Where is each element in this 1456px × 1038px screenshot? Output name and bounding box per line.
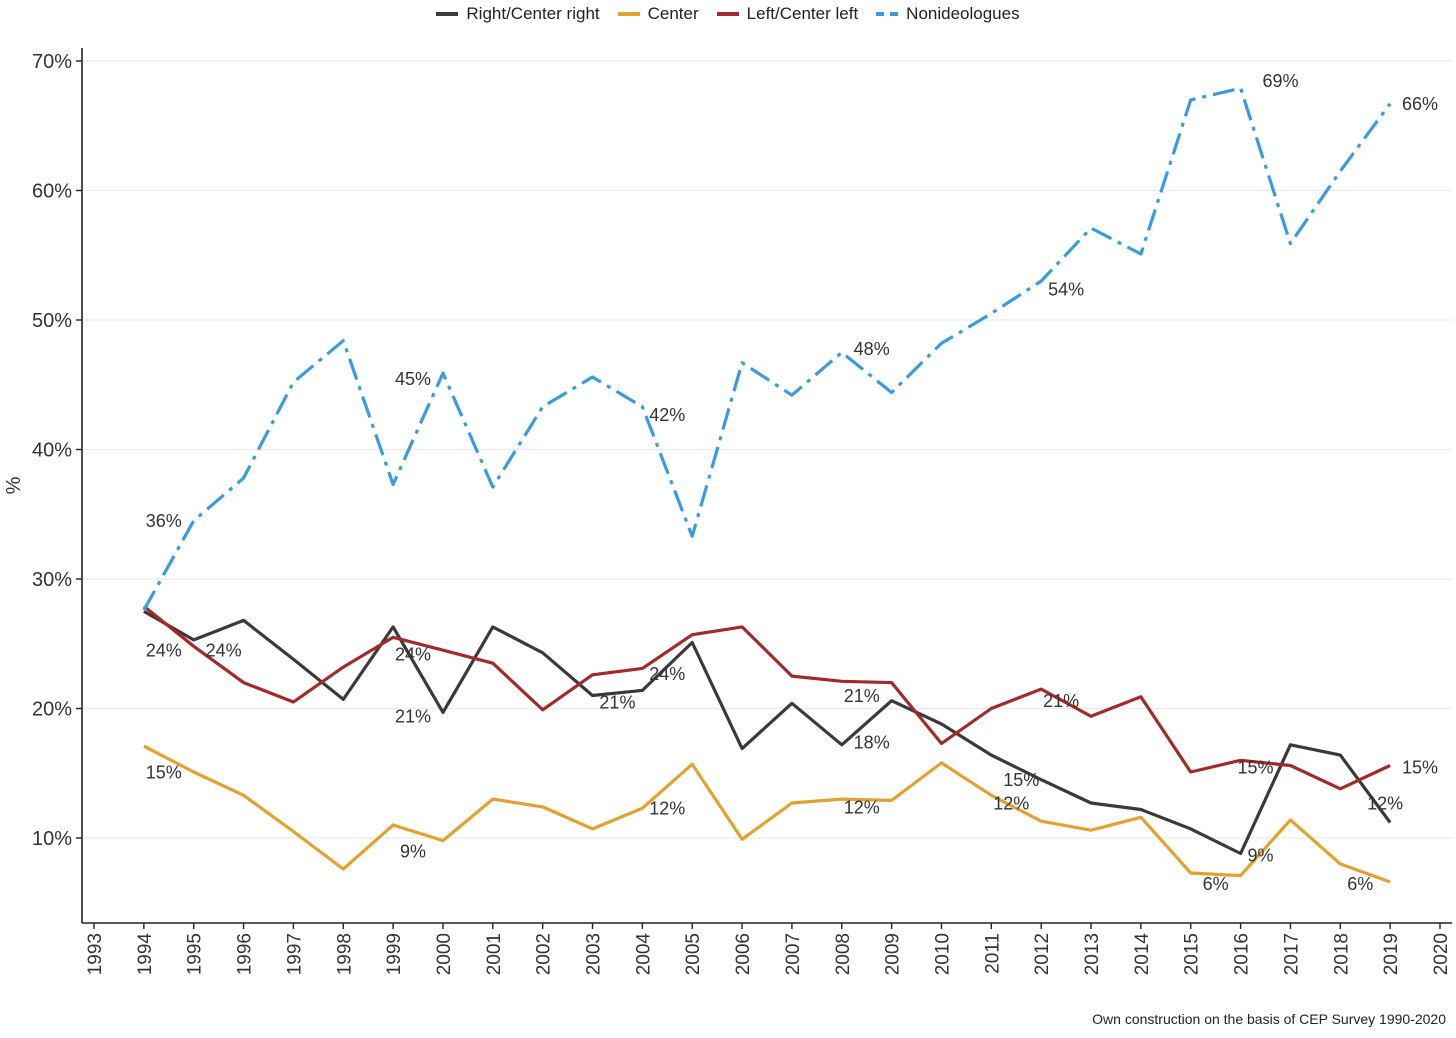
data-label: 24% [146, 641, 182, 661]
y-tick-label: 30% [32, 569, 72, 591]
x-tick-label: 2007 [783, 933, 804, 975]
x-tick-label: 2001 [484, 933, 505, 975]
x-tick-label: 2011 [982, 933, 1003, 974]
x-tick-label: 2015 [1182, 933, 1203, 975]
legend-label: Left/Center left [746, 4, 859, 23]
x-tick-label: 2016 [1232, 933, 1253, 975]
y-tick-label: 20% [32, 699, 72, 721]
data-label: 48% [854, 339, 890, 359]
x-tick-label: 2009 [883, 933, 904, 975]
legend-swatch [436, 12, 459, 16]
data-label: 36% [146, 511, 182, 531]
x-tick-label: 2019 [1381, 933, 1402, 975]
x-tick-label: 2013 [1082, 933, 1103, 975]
data-label: 9% [400, 841, 426, 861]
legend-label: Center [647, 4, 699, 23]
x-tick-label: 2000 [434, 933, 455, 975]
data-label: 12% [993, 794, 1029, 814]
x-tick-label: 2004 [633, 933, 654, 976]
legend-swatch [617, 12, 640, 16]
data-label: 15% [1402, 757, 1438, 777]
data-label: 21% [1043, 691, 1079, 711]
legend-label: Right/Center right [466, 4, 600, 23]
data-label: 6% [1203, 874, 1229, 894]
series-line-nonideologues [142, 86, 1392, 611]
x-tick-label: 2020 [1431, 933, 1452, 975]
y-tick-label: 50% [32, 310, 72, 332]
data-label: 24% [206, 641, 242, 661]
x-tick-label: 2005 [683, 933, 704, 975]
y-axis-title: % [3, 476, 25, 494]
data-label: 21% [844, 686, 880, 706]
data-label: 12% [1367, 794, 1403, 814]
x-tick-label: 2017 [1281, 933, 1302, 975]
legend-label: Nonideologues [906, 4, 1020, 23]
data-label: 21% [395, 707, 431, 727]
data-label: 15% [146, 762, 182, 782]
x-tick-label: 1996 [235, 933, 256, 975]
x-tick-label: 1993 [85, 933, 106, 975]
x-tick-label: 2008 [833, 933, 854, 975]
legend-swatch [876, 12, 899, 16]
legend-item: Right/Center right [436, 4, 600, 24]
legend-item: Nonideologues [876, 4, 1020, 24]
data-label: 15% [1003, 770, 1039, 790]
x-tick-label: 1997 [284, 933, 305, 975]
series-line-center [143, 744, 1391, 884]
legend: Right/Center right Center Left/Center left… [0, 0, 1456, 28]
series-line-left-center-left [142, 604, 1391, 791]
x-tick-label: 2003 [584, 933, 605, 975]
x-tick-label: 1999 [384, 933, 405, 975]
data-label: 12% [844, 797, 880, 817]
x-tick-label: 1998 [334, 933, 355, 975]
data-label: 24% [395, 645, 431, 665]
x-tick-label: 2018 [1331, 933, 1352, 975]
data-label: 18% [854, 733, 890, 753]
x-tick-label: 1994 [135, 933, 156, 976]
x-tick-label: 2002 [534, 933, 555, 975]
data-label: 69% [1262, 71, 1298, 91]
data-label: 54% [1048, 279, 1084, 299]
x-tick-label: 2010 [932, 933, 953, 975]
source-caption: Own construction on the basis of CEP Sur… [1092, 1011, 1446, 1027]
x-tick-label: 2012 [1032, 933, 1053, 975]
y-tick-label: 60% [32, 181, 72, 203]
data-label: 42% [649, 405, 685, 425]
data-label: 24% [649, 664, 685, 684]
data-label: 45% [395, 369, 431, 389]
data-label: 9% [1248, 845, 1274, 865]
legend-item: Left/Center left [716, 4, 859, 24]
y-tick-label: 40% [32, 440, 72, 462]
legend-swatch [716, 12, 739, 16]
data-label: 6% [1347, 874, 1373, 894]
data-label: 12% [649, 799, 685, 819]
y-tick-label: 70% [32, 51, 72, 73]
data-label: 66% [1402, 94, 1438, 114]
legend-item: Center [617, 4, 699, 24]
y-tick-label: 10% [32, 828, 72, 850]
data-label: 21% [599, 693, 635, 713]
x-tick-label: 2006 [733, 933, 754, 975]
x-tick-label: 2014 [1132, 933, 1153, 976]
data-label: 15% [1238, 757, 1274, 777]
x-tick-label: 1995 [185, 933, 206, 975]
series-line-right-center-right [143, 610, 1392, 856]
